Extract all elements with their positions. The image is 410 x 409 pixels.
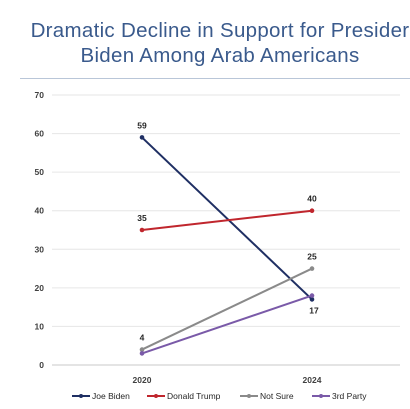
y-tick-label: 60 [35, 129, 45, 139]
legend-item: 3rd Party [312, 391, 367, 401]
legend-label: Joe Biden [92, 391, 130, 401]
data-point [309, 297, 315, 302]
y-tick-label: 70 [35, 90, 45, 100]
data-label: 17 [309, 305, 319, 315]
data-point [139, 351, 145, 356]
y-tick-label: 50 [35, 167, 45, 177]
data-point [139, 347, 145, 352]
legend: Joe Biden Donald Trump Not Sure 3rd Party [72, 391, 367, 401]
y-tick-label: 20 [35, 283, 45, 293]
y-tick-label: 10 [35, 321, 45, 331]
data-label: 4 [140, 333, 145, 343]
series-line-joe-biden [141, 136, 313, 301]
data-point [139, 135, 145, 140]
legend-marker [319, 394, 323, 398]
y-tick-label: 30 [35, 244, 45, 254]
legend-item: Joe Biden [72, 391, 130, 401]
data-point [309, 266, 315, 271]
chart-title-line-1: Dramatic Decline in Support for Presider [30, 19, 410, 42]
y-axis: 0 10 20 30 40 50 60 70 [35, 90, 45, 370]
title-divider [20, 78, 410, 79]
data-point [309, 293, 315, 298]
data-label: 25 [307, 252, 317, 262]
x-tick-label: 2024 [303, 375, 322, 385]
series-line-3rd-party [141, 294, 313, 355]
legend-label: Donald Trump [167, 391, 221, 401]
data-point [139, 227, 145, 233]
legend-item: Not Sure [240, 391, 294, 401]
data-point [309, 208, 315, 214]
data-labels: 59 17 35 40 4 25 [137, 120, 319, 342]
data-label: 59 [137, 120, 147, 130]
legend-marker [154, 394, 158, 398]
legend-label: Not Sure [260, 391, 294, 401]
data-label: 35 [137, 213, 147, 223]
legend-marker [247, 394, 251, 398]
chart-title: Dramatic Decline in Support for Presider… [0, 18, 410, 68]
legend-marker [79, 394, 83, 398]
series-line-donald-trump [141, 209, 313, 231]
series-line-not-sure [141, 267, 313, 351]
series-lines [139, 135, 315, 356]
y-tick-label: 40 [35, 206, 45, 216]
gridlines [52, 94, 400, 366]
x-tick-label: 2020 [133, 375, 152, 385]
y-tick-label: 0 [39, 360, 44, 370]
legend-label: 3rd Party [332, 391, 367, 401]
data-label: 40 [307, 194, 317, 204]
x-axis: 2020 2024 [133, 375, 322, 385]
legend-item: Donald Trump [147, 391, 221, 401]
chart-title-line-2: Biden Among Arab Americans [80, 44, 360, 67]
